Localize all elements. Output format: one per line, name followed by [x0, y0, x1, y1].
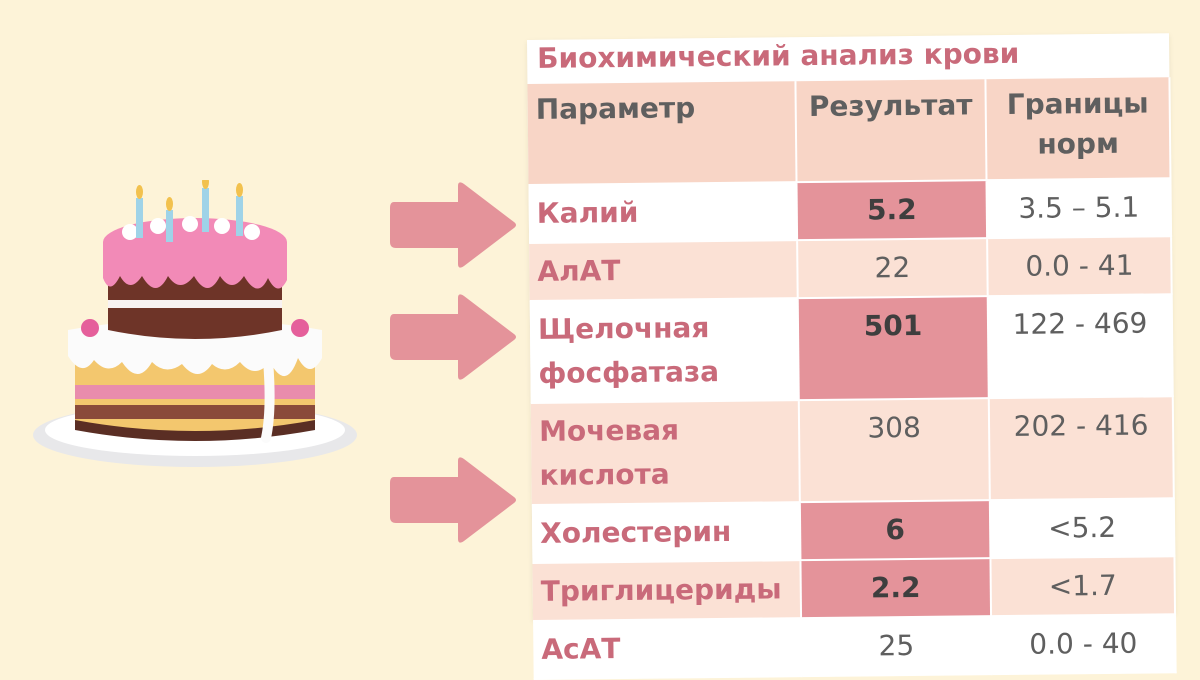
row-range: <5.2	[989, 498, 1175, 559]
row-parameter: АлАТ	[529, 240, 798, 301]
row-result: 2.2	[800, 558, 992, 619]
header-result: Результат	[795, 79, 987, 183]
table-row: Холестерин 6 <5.2	[531, 498, 1175, 563]
birthday-cake-icon	[33, 180, 357, 467]
table-header-row: Параметр Результат Границы норм	[527, 77, 1171, 185]
row-range: 3.5 – 5.1	[986, 178, 1172, 239]
row-result: 308	[798, 398, 990, 503]
header-parameter: Параметр	[527, 81, 797, 185]
row-range: 0.0 - 41	[987, 236, 1172, 297]
row-range: 0.0 - 40	[991, 614, 1176, 675]
row-parameter: Щелочная фосфатаза	[529, 298, 799, 403]
row-result: 6	[799, 500, 991, 561]
row-parameter: Холестерин	[531, 502, 801, 563]
row-range: 202 - 416	[988, 396, 1174, 501]
row-parameter: Калий	[528, 182, 798, 243]
right-arrow-icon	[390, 182, 516, 268]
table-row: Мочевая кислота 308 202 - 416	[530, 396, 1174, 505]
row-parameter: АсАТ	[533, 618, 802, 679]
table-row: Щелочная фосфатаза 501 122 - 469	[529, 294, 1173, 403]
table-row: АсАТ 25 0.0 - 40	[533, 614, 1176, 679]
row-result: 5.2	[796, 180, 988, 241]
table-row: АлАТ 22 0.0 - 41	[529, 236, 1172, 301]
right-arrow-icon	[390, 457, 516, 543]
row-result: 501	[797, 296, 989, 401]
header-range: Границы норм	[985, 77, 1171, 181]
sheet-title: Биохимический анализ крови	[537, 36, 1020, 75]
lab-results-table: Параметр Результат Границы норм Калий 5.…	[527, 77, 1176, 680]
row-parameter: Триглицериды	[532, 560, 802, 621]
row-result: 25	[801, 616, 992, 677]
lab-results-sheet: Биохимический анализ крови Параметр Резу…	[527, 33, 1176, 679]
right-arrow-icon	[390, 294, 516, 380]
table-row: Калий 5.2 3.5 – 5.1	[528, 178, 1172, 243]
row-result: 22	[797, 238, 988, 299]
row-parameter: Мочевая кислота	[530, 400, 800, 505]
row-range: <1.7	[990, 556, 1176, 617]
row-range: 122 - 469	[987, 294, 1173, 399]
table-row: Триглицериды 2.2 <1.7	[532, 556, 1176, 621]
